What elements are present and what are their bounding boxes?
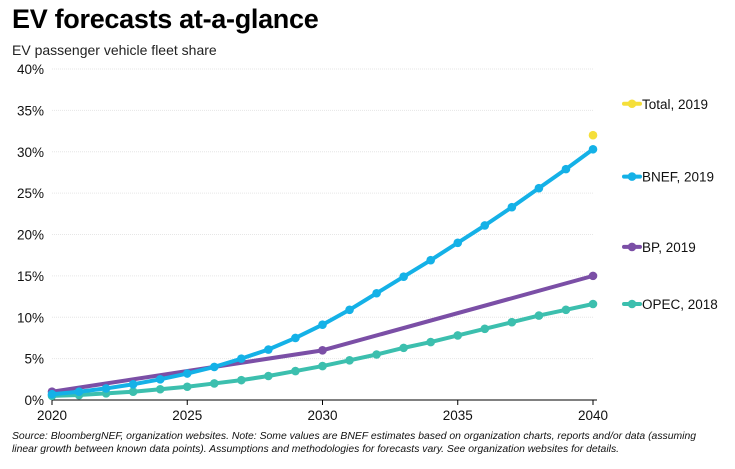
- y-tick-label: 10%: [17, 310, 44, 325]
- data-point-opec-2018: [237, 375, 246, 385]
- data-point-opec-2018: [399, 343, 408, 353]
- data-point-bp-2019: [588, 271, 598, 281]
- data-point-bnef-2019: [101, 384, 111, 393]
- data-point-opec-2018: [291, 366, 300, 376]
- data-point-opec-2018: [480, 324, 490, 334]
- legend-marker-opec-2018: [627, 299, 637, 309]
- legend-marker-total-2019: [627, 99, 637, 109]
- data-point-opec-2018: [588, 299, 598, 309]
- data-point-bnef-2019: [426, 255, 436, 265]
- data-point-opec-2018: [507, 317, 517, 327]
- data-point-opec-2018: [534, 311, 544, 320]
- data-point-opec-2018: [210, 379, 219, 388]
- data-point-bnef-2019: [182, 369, 192, 378]
- y-tick-label: 25%: [17, 186, 44, 201]
- data-point-bnef-2019: [128, 379, 138, 389]
- data-point-bnef-2019: [264, 345, 273, 354]
- data-point-opec-2018: [345, 355, 354, 365]
- y-tick-label: 20%: [17, 228, 44, 243]
- y-tick-label: 30%: [17, 145, 44, 160]
- data-point-bnef-2019: [74, 387, 84, 397]
- legend-label-bnef-2019: BNEF, 2019: [642, 170, 714, 185]
- legend-marker-bnef-2019: [627, 172, 637, 181]
- legend-label-opec-2018: OPEC, 2018: [642, 297, 718, 312]
- source-note: Source: BloombergNEF, organization websi…: [12, 431, 697, 455]
- data-point-bnef-2019: [155, 375, 165, 384]
- y-tick-label: 15%: [17, 269, 44, 284]
- data-point-bnef-2019: [345, 305, 354, 315]
- data-point-opec-2018: [182, 382, 192, 392]
- x-tick-label: 2040: [578, 408, 608, 423]
- data-point-opec-2018: [318, 361, 327, 371]
- y-tick-label: 35%: [17, 103, 44, 118]
- series-line-bnef-2019: [50, 147, 595, 397]
- x-tick-label: 2035: [443, 408, 473, 423]
- data-point-opec-2018: [426, 337, 436, 347]
- data-point-bnef-2019: [534, 183, 544, 193]
- data-point-bnef-2019: [47, 389, 57, 399]
- data-point-bnef-2019: [318, 320, 327, 329]
- data-point-bnef-2019: [237, 354, 246, 363]
- data-point-bnef-2019: [507, 202, 517, 212]
- data-point-bnef-2019: [480, 221, 490, 230]
- x-tick-label: 2025: [172, 408, 202, 423]
- legend-marker-bp-2019: [627, 242, 637, 252]
- y-tick-label: 40%: [17, 62, 44, 77]
- chart-title: EV forecasts at-a-glance: [12, 4, 319, 34]
- x-tick-label: 2020: [37, 408, 67, 423]
- y-tick-label: 0%: [24, 393, 44, 408]
- data-point-bnef-2019: [291, 333, 300, 343]
- series-line-bp-2019: [50, 273, 595, 394]
- chart-subtitle: EV passenger vehicle fleet share: [12, 42, 217, 58]
- data-point-bp-2019: [318, 346, 327, 355]
- data-point-bnef-2019: [453, 238, 463, 248]
- data-point-opec-2018: [264, 371, 273, 381]
- y-tick-label: 5%: [24, 352, 44, 367]
- data-point-bnef-2019: [210, 362, 219, 372]
- x-tick-label: 2030: [307, 408, 337, 423]
- data-point-opec-2018: [372, 350, 381, 359]
- data-point-bnef-2019: [561, 164, 571, 174]
- data-point-opec-2018: [155, 384, 165, 394]
- data-point-bnef-2019: [372, 288, 381, 298]
- data-point-opec-2018: [561, 305, 571, 315]
- data-point-bnef-2019: [399, 272, 408, 282]
- data-point-opec-2018: [128, 387, 138, 397]
- data-point-total-2019: [588, 130, 598, 140]
- data-point-opec-2018: [453, 331, 463, 340]
- data-point-bnef-2019: [588, 144, 598, 154]
- legend-label-total-2019: Total, 2019: [642, 97, 708, 112]
- legend-label-bp-2019: BP, 2019: [642, 240, 696, 255]
